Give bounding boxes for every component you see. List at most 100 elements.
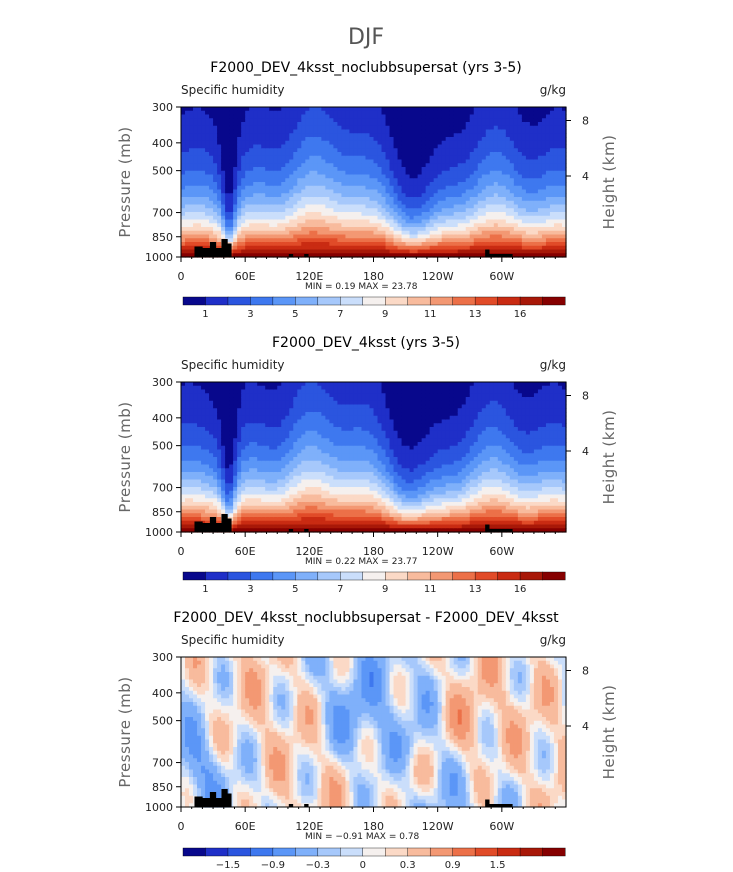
field-cell: [297, 219, 302, 224]
field-cell: [297, 212, 302, 217]
field-cell: [293, 212, 298, 217]
field-cell: [437, 208, 443, 213]
field-cell: [205, 393, 210, 398]
field-cell: [201, 393, 206, 398]
field-cell: [501, 230, 507, 236]
field-cell: [245, 412, 250, 417]
field-cell: [205, 479, 210, 484]
field-cell: [273, 110, 278, 116]
field-cell: [321, 193, 326, 198]
field-cell: [289, 223, 294, 228]
field-cell: [345, 122, 351, 127]
field-cell: [257, 400, 262, 406]
field-cell: [277, 453, 282, 458]
field-cell: [197, 137, 202, 142]
field-cell: [365, 174, 371, 179]
field-cell: [493, 118, 499, 123]
field-cell: [281, 242, 286, 247]
field-cell: [509, 110, 515, 116]
field-cell: [201, 133, 206, 138]
field-cell: [325, 129, 330, 134]
field-cell: [381, 253, 387, 258]
field-cell: [209, 212, 214, 217]
field-cell: [341, 125, 347, 131]
field-cell: [297, 148, 302, 153]
field-cell: [501, 159, 507, 164]
field-cell: [457, 238, 463, 243]
field-cell: [217, 494, 222, 499]
field-cell: [489, 159, 495, 164]
field-cell: [237, 178, 242, 183]
field-cell: [185, 144, 190, 149]
field-cell: [213, 430, 218, 436]
field-cell: [209, 182, 214, 187]
field-cell: [541, 148, 547, 153]
field-cell: [325, 174, 330, 179]
field-cell: [269, 385, 274, 391]
field-cell: [213, 412, 218, 417]
field-cell: [261, 483, 266, 488]
field-cell: [261, 472, 266, 477]
field-cell: [245, 249, 250, 254]
field-cell: [313, 140, 318, 146]
field-cell: [233, 174, 238, 179]
field-cell: [525, 148, 531, 153]
field-cell: [361, 155, 367, 161]
field-cell: [253, 528, 258, 533]
field-cell: [265, 479, 270, 484]
field-cell: [477, 174, 483, 179]
field-cell: [201, 155, 206, 161]
field-cell: [557, 223, 563, 228]
field-cell: [553, 159, 559, 164]
field-cell: [301, 204, 306, 209]
field-cell: [549, 152, 555, 157]
field-cell: [521, 140, 527, 146]
field-cell: [265, 393, 270, 398]
field-cell: [357, 170, 363, 176]
field-cell: [521, 110, 527, 116]
field-cell: [549, 234, 555, 239]
field-cell: [257, 430, 262, 436]
field-cell: [225, 137, 230, 142]
terrain-bar: [223, 239, 226, 257]
field-cell: [361, 122, 367, 127]
field-cell: [345, 208, 351, 213]
colorbar-swatch: [250, 296, 274, 306]
field-cell: [189, 148, 194, 153]
field-cell: [273, 430, 278, 436]
field-cell: [289, 167, 294, 172]
field-cell: [197, 174, 202, 179]
field-cell: [269, 208, 274, 213]
field-cell: [513, 185, 519, 191]
field-cell: [433, 170, 439, 176]
field-cell: [253, 253, 258, 258]
field-cell: [409, 144, 415, 149]
field-cell: [541, 200, 547, 206]
field-cell: [201, 234, 206, 239]
field-cell: [297, 152, 302, 157]
field-cell: [549, 144, 555, 149]
field-cell: [205, 234, 210, 239]
field-cell: [437, 245, 443, 251]
field-cell: [365, 110, 371, 116]
field-cell: [205, 140, 210, 146]
field-cell: [229, 494, 234, 499]
field-cell: [373, 215, 379, 221]
field-cell: [201, 498, 206, 503]
field-cell: [521, 219, 527, 224]
field-cell: [549, 137, 555, 142]
field-cell: [445, 182, 451, 187]
field-cell: [269, 382, 274, 387]
field-cell: [329, 178, 334, 183]
field-cell: [533, 230, 539, 236]
field-cell: [233, 227, 238, 232]
field-cell: [465, 152, 471, 157]
field-cell: [285, 129, 290, 134]
terrain-bar: [508, 254, 511, 257]
field-cell: [241, 442, 246, 447]
field-cell: [537, 159, 543, 164]
field-cell: [289, 178, 294, 183]
field-cell: [561, 144, 567, 149]
field-cell: [305, 178, 310, 183]
field-cell: [181, 167, 186, 172]
